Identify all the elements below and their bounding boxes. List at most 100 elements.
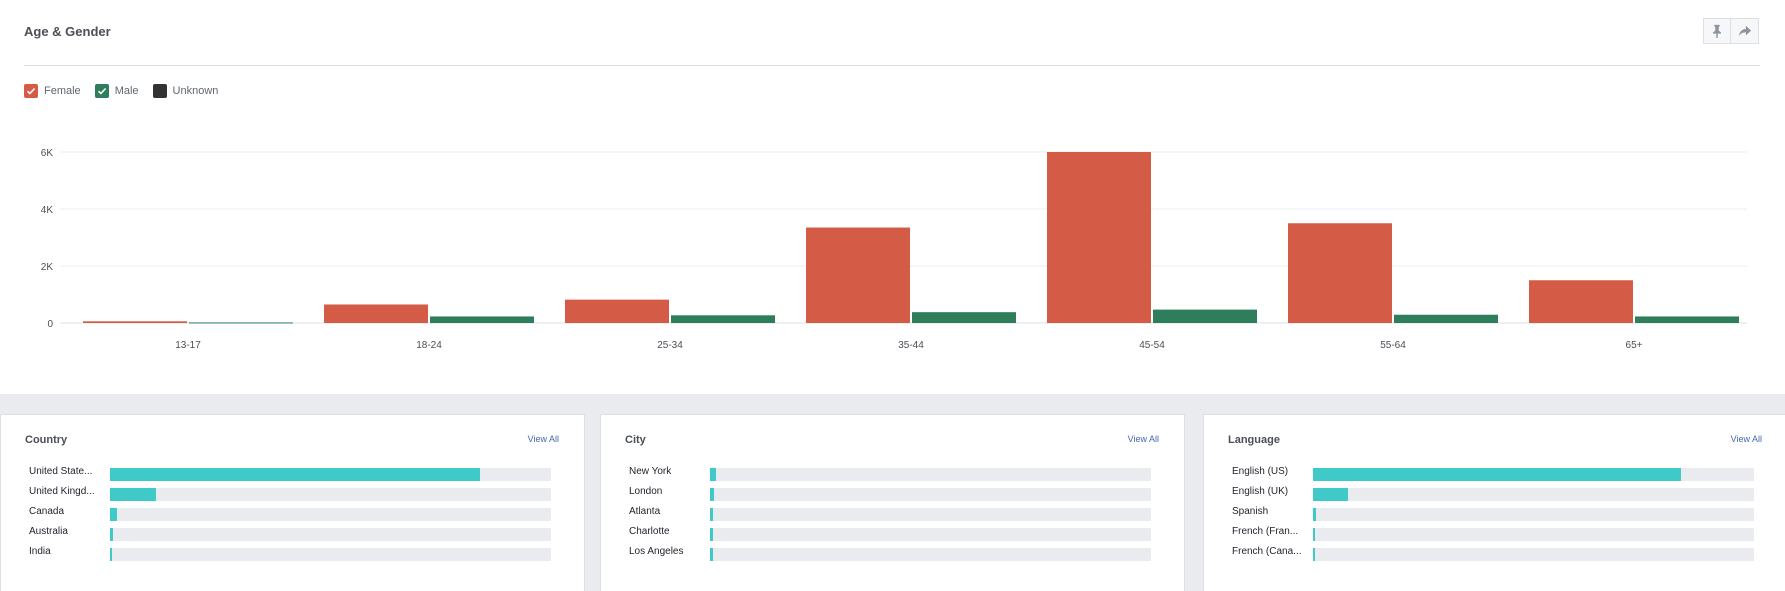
bar-female-13-17[interactable]	[83, 321, 187, 323]
row-bar-fill	[710, 468, 717, 481]
bar-male-13-17[interactable]	[189, 322, 293, 324]
bar-male-55-64[interactable]	[1394, 314, 1498, 323]
view-all-link[interactable]: View All	[527, 434, 559, 444]
header-divider	[24, 65, 1760, 66]
card-title: Language	[1228, 434, 1280, 446]
panel-toolbar	[1703, 18, 1759, 44]
list-item[interactable]: London	[625, 485, 1165, 505]
age-gender-bar-chart: 0 2K 4K 6K 13-17 18-24 25-34 35-44 45-54 55-64 65+	[41, 148, 1747, 351]
list-item[interactable]: United Kingd...	[25, 485, 565, 505]
list-item[interactable]: English (US)	[1228, 465, 1768, 485]
row-bar-track	[110, 468, 551, 481]
row-bar-fill	[1313, 548, 1315, 561]
y-tick-label: 6K	[41, 148, 54, 159]
bar-female-35-44[interactable]	[806, 227, 910, 323]
list-item[interactable]: French (Fran...	[1228, 525, 1768, 545]
age-gender-panel: Age & Gender Female Male	[24, 18, 1760, 351]
pin-icon	[1713, 24, 1721, 38]
row-bar-track	[1313, 468, 1754, 481]
checkmark-icon	[26, 87, 36, 95]
section-title: Age & Gender	[24, 24, 111, 39]
view-all-link[interactable]: View All	[1127, 434, 1159, 444]
list-item[interactable]: Atlanta	[625, 505, 1165, 525]
y-tick-label: 4K	[41, 205, 54, 216]
bar-male-35-44[interactable]	[912, 312, 1016, 323]
legend-item-male[interactable]: Male	[94, 84, 139, 98]
city-card: City View All New York London Atlanta Charl…	[600, 414, 1185, 591]
row-bar-track	[710, 488, 1151, 501]
row-label: United Kingd...	[29, 486, 95, 497]
share-button[interactable]	[1731, 18, 1759, 44]
row-bar-track	[710, 468, 1151, 481]
female-checkbox[interactable]	[24, 84, 38, 98]
list-item[interactable]: Spanish	[1228, 505, 1768, 525]
list-item[interactable]: French (Cana...	[1228, 545, 1768, 565]
list-item[interactable]: English (UK)	[1228, 485, 1768, 505]
card-title: Country	[25, 434, 68, 446]
share-arrow-icon	[1738, 25, 1751, 37]
list-item[interactable]: India	[25, 545, 565, 565]
y-tick-label: 2K	[41, 262, 54, 273]
row-label: London	[629, 486, 663, 497]
row-label: French (Fran...	[1232, 526, 1299, 537]
row-bar-track	[1313, 548, 1754, 561]
row-bar-fill	[710, 488, 714, 501]
list-item[interactable]: Australia	[25, 525, 565, 545]
card-rows: New York London Atlanta Charlotte Los Angele…	[625, 465, 1165, 565]
male-checkbox[interactable]	[94, 84, 109, 98]
row-bar-fill	[1313, 468, 1682, 481]
row-label: Atlanta	[629, 506, 661, 517]
row-bar-track	[1313, 508, 1754, 521]
row-bar-track	[1313, 528, 1754, 541]
bar-female-18-24[interactable]	[324, 304, 428, 323]
row-label: French (Cana...	[1232, 546, 1302, 557]
row-bar-fill	[710, 528, 713, 541]
x-tick-label: 45-54	[1139, 340, 1165, 351]
row-bar-fill	[110, 528, 114, 541]
row-bar-fill	[110, 488, 157, 501]
x-tick-label: 18-24	[416, 340, 442, 351]
x-tick-label: 25-34	[657, 340, 683, 351]
bar-female-45-54[interactable]	[1047, 152, 1151, 323]
bar-female-25-34[interactable]	[565, 299, 669, 323]
row-bar-fill	[110, 548, 112, 561]
row-bar-track	[110, 508, 551, 521]
bar-male-45-54[interactable]	[1153, 309, 1257, 323]
list-item[interactable]: New York	[625, 465, 1165, 485]
row-label: English (UK)	[1232, 486, 1289, 497]
bar-male-18-24[interactable]	[430, 316, 534, 323]
row-bar-fill	[110, 468, 481, 481]
row-bar-fill	[710, 508, 714, 521]
breakdown-area: Country View All United State... United K…	[0, 394, 1785, 591]
legend-item-female[interactable]: Female	[24, 84, 81, 98]
x-tick-label: 65+	[1626, 340, 1643, 351]
row-label: English (US)	[1232, 466, 1289, 477]
legend-label: Male	[114, 85, 139, 97]
row-bar-fill	[1313, 488, 1349, 501]
pin-button[interactable]	[1703, 18, 1731, 44]
row-label: Australia	[29, 526, 68, 537]
card-title: City	[625, 434, 646, 446]
row-label: Charlotte	[629, 526, 670, 537]
row-label: Canada	[29, 506, 65, 517]
row-bar-fill	[110, 508, 117, 521]
card-rows: English (US) English (UK) Spanish French (F…	[1228, 465, 1768, 565]
view-all-link[interactable]: View All	[1730, 434, 1762, 444]
bar-female-65+[interactable]	[1529, 280, 1633, 323]
row-bar-fill	[1313, 528, 1315, 541]
legend-item-unknown[interactable]: Unknown	[152, 84, 218, 98]
list-item[interactable]: United State...	[25, 465, 565, 485]
y-tick-label: 0	[47, 319, 53, 330]
bar-male-25-34[interactable]	[671, 315, 775, 323]
list-item[interactable]: Charlotte	[625, 525, 1165, 545]
bar-male-65+[interactable]	[1635, 316, 1739, 323]
bar-female-55-64[interactable]	[1288, 223, 1392, 323]
checkmark-icon	[97, 87, 106, 95]
unknown-checkbox[interactable]	[152, 84, 167, 98]
row-label: India	[29, 546, 51, 557]
x-tick-label: 35-44	[898, 340, 924, 351]
list-item[interactable]: Los Angeles	[625, 545, 1165, 565]
row-bar-track	[110, 488, 551, 501]
list-item[interactable]: Canada	[25, 505, 565, 525]
row-bar-track	[710, 528, 1151, 541]
